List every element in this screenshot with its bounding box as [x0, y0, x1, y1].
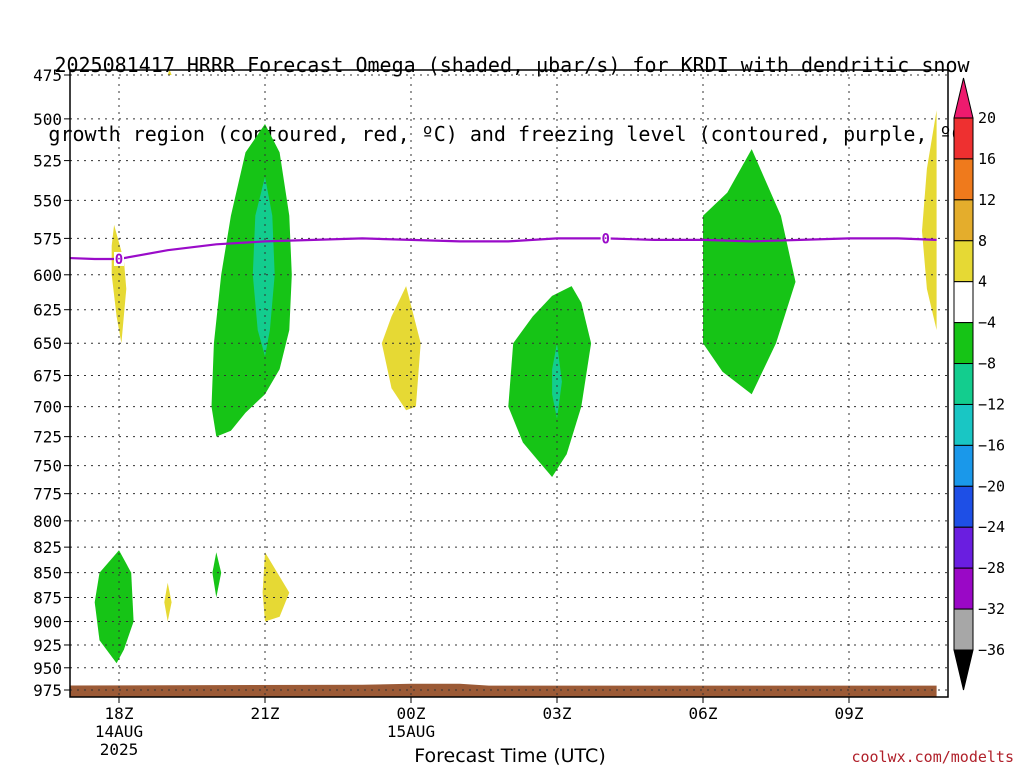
x-tick-sublabel-18Z: 14AUG — [95, 722, 143, 741]
omega-region-10 — [164, 582, 172, 622]
x-tick-label-06Z: 06Z — [689, 704, 718, 723]
omega-region-8 — [922, 110, 937, 330]
omega-region-7 — [703, 149, 796, 395]
omega-region-0 — [167, 70, 172, 75]
y-tick-label-800: 800 — [33, 512, 62, 531]
omega-region-6 — [552, 343, 562, 419]
colorbar-box-9 — [953, 485, 974, 528]
colorbar-box-8 — [953, 444, 974, 487]
freezing-level-label-1: 0 — [601, 231, 609, 247]
y-axis: 475 500 525 550 575 600 625 650 675 700 725 750 775 8… — [33, 66, 70, 700]
freezing-level-label-0: 0 — [115, 252, 123, 268]
colorbar-label-10: −24 — [978, 518, 1005, 536]
y-tick-label-950: 950 — [33, 659, 62, 678]
omega-region-11 — [212, 552, 222, 598]
freezing-level-layer: 00 — [70, 231, 937, 268]
colorbar-bottom-arrow — [953, 649, 974, 691]
omega-region-4 — [381, 286, 421, 411]
y-tick-label-900: 900 — [33, 613, 62, 632]
y-tick-label-575: 575 — [33, 229, 62, 248]
colorbar-box-5 — [953, 322, 974, 365]
y-tick-label-525: 525 — [33, 152, 62, 171]
freezing-level-line — [70, 237, 937, 261]
colorbar-label-9: −20 — [978, 477, 1005, 495]
colorbar-label-8: −16 — [978, 436, 1005, 454]
colorbar-label-5: −4 — [978, 314, 996, 332]
colorbar-box-6 — [953, 363, 974, 405]
y-tick-label-475: 475 — [33, 66, 62, 85]
colorbar-box-12 — [953, 608, 974, 651]
colorbar-box-10 — [953, 526, 974, 569]
omega-regions — [94, 70, 937, 664]
y-tick-label-600: 600 — [33, 266, 62, 285]
colorbar-top-arrow — [953, 77, 974, 119]
colorbar-box-7 — [953, 403, 974, 446]
colorbar-label-12: −32 — [978, 600, 1005, 618]
y-tick-label-775: 775 — [33, 485, 62, 504]
y-tick-label-700: 700 — [33, 398, 62, 417]
omega-region-3 — [111, 224, 127, 344]
terrain-layer — [70, 683, 937, 697]
x-tick-year-18Z: 2025 — [100, 740, 139, 759]
colorbar-label-3: 8 — [978, 232, 987, 250]
colorbar: 20 16 12 8 4 −4 −8 −12 −16 −20 −24 −28 −32 −36 — [953, 77, 1005, 691]
y-tick-label-875: 875 — [33, 588, 62, 607]
colorbar-label-7: −12 — [978, 395, 1005, 413]
y-tick-label-625: 625 — [33, 301, 62, 320]
x-tick-label-21Z: 21Z — [251, 704, 280, 723]
omega-region-5 — [508, 286, 592, 477]
colorbar-label-6: −8 — [978, 355, 996, 373]
colorbar-box-4 — [953, 281, 974, 324]
title-line-2: growth region (contoured, red, ºC) and f… — [48, 122, 976, 146]
colorbar-label-0: 20 — [978, 109, 996, 127]
credit-text: coolwx.com/modelts — [851, 748, 1014, 766]
x-axis-label: Forecast Time (UTC) — [414, 745, 605, 767]
colorbar-box-1 — [953, 158, 974, 201]
terrain-fill — [70, 683, 937, 697]
colorbar-box-2 — [953, 199, 974, 242]
y-tick-label-500: 500 — [33, 110, 62, 129]
x-tick-label-18Z: 18Z — [105, 704, 134, 723]
omega-region-9 — [94, 550, 134, 664]
omega-region-2 — [252, 176, 275, 357]
colorbar-label-1: 16 — [978, 150, 996, 168]
colorbar-label-2: 12 — [978, 191, 996, 209]
y-tick-label-550: 550 — [33, 191, 62, 210]
colorbar-box-11 — [953, 567, 974, 610]
x-tick-sublabel-00Z: 15AUG — [387, 722, 435, 741]
y-tick-label-925: 925 — [33, 636, 62, 655]
colorbar-box-3 — [953, 240, 974, 283]
x-tick-label-03Z: 03Z — [543, 704, 572, 723]
omega-region-1 — [211, 124, 292, 437]
omega-region-12 — [262, 552, 290, 622]
y-tick-label-750: 750 — [33, 457, 62, 476]
y-tick-label-825: 825 — [33, 538, 62, 557]
y-tick-label-725: 725 — [33, 428, 62, 447]
x-tick-label-09Z: 09Z — [835, 704, 864, 723]
colorbar-label-13: −36 — [978, 641, 1005, 659]
freezing-level-label-bg-1 — [600, 231, 611, 246]
colorbar-label-4: 4 — [978, 273, 987, 291]
x-tick-label-00Z: 00Z — [397, 704, 426, 723]
y-tick-label-675: 675 — [33, 367, 62, 386]
colorbar-box-0 — [953, 117, 974, 160]
plot-frame — [69, 69, 949, 698]
freezing-level-label-bg-0 — [114, 251, 124, 266]
y-tick-label-650: 650 — [33, 334, 62, 353]
colorbar-label-11: −28 — [978, 559, 1005, 577]
grid — [70, 70, 948, 697]
y-tick-label-850: 850 — [33, 564, 62, 583]
y-tick-label-975: 975 — [33, 681, 62, 700]
